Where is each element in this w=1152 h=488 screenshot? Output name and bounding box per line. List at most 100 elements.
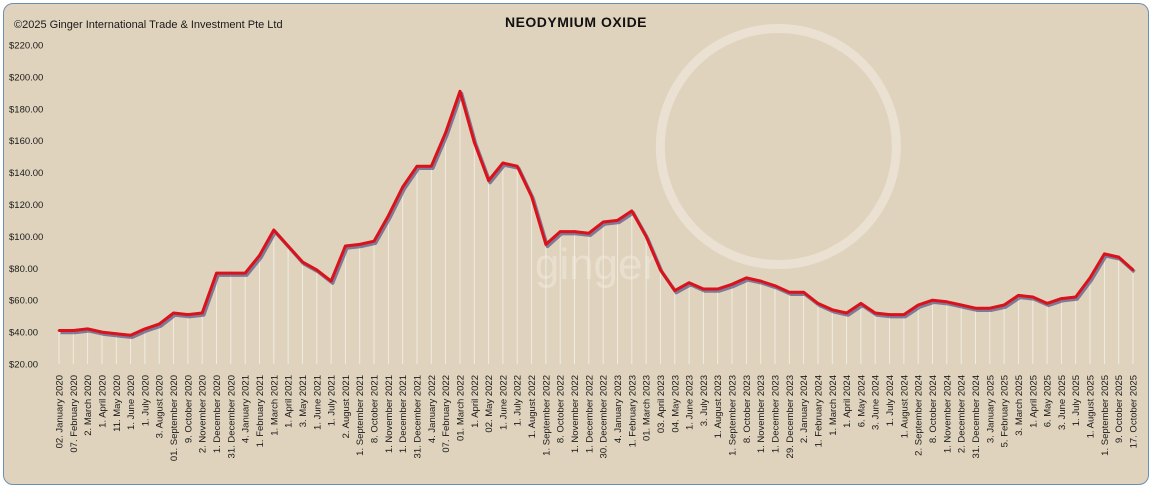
x-tick-label: 1. June 2020	[126, 375, 137, 430]
data-point	[530, 195, 533, 198]
x-tick-label: 1. March 2021	[269, 375, 280, 436]
x-tick-label: 3. March 2025	[1014, 375, 1025, 436]
y-tick-label: $100.00	[9, 232, 43, 243]
data-point	[115, 332, 118, 336]
data-point	[243, 271, 247, 275]
x-tick-label: 6. May 2025	[1043, 375, 1054, 427]
x-tick-label: 1. April 2020	[98, 375, 109, 428]
data-point	[430, 164, 433, 168]
x-tick-label: 5. February 2025	[1000, 375, 1011, 447]
x-tick-label: 1. September 2023	[728, 375, 739, 456]
x-tick-label: 1. September 2025	[1100, 375, 1111, 456]
x-tick-label: 2. August 2021	[341, 375, 352, 438]
x-tick-label: 1. November 2022	[570, 375, 581, 453]
ginger-watermark: ginger	[535, 24, 901, 289]
y-tick-label: $80.00	[9, 264, 38, 275]
data-point	[157, 322, 161, 326]
y-tick-label: $140.00	[9, 168, 43, 179]
drop-lines	[58, 91, 1134, 364]
x-tick-label: 29. December 2023	[785, 375, 796, 458]
data-point	[286, 244, 290, 248]
data-point	[845, 311, 848, 315]
x-tick-label: 1. August 2022	[527, 375, 538, 438]
data-point	[974, 306, 977, 310]
data-point	[644, 235, 648, 238]
data-point	[1117, 255, 1120, 259]
x-tick-label: 2. January 2024	[799, 375, 810, 443]
x-tick-label: 1. July 2020	[140, 375, 151, 426]
copyright-text: ©2025 Ginger International Trade & Inves…	[14, 19, 283, 31]
x-tick-label: 1. April 2021	[284, 375, 295, 428]
x-tick-label: 1. November 2024	[942, 375, 953, 453]
x-tick-label: 1. February 2021	[255, 375, 266, 447]
x-tick-label: 1. July 2025	[1071, 375, 1082, 426]
y-tick-label: $180.00	[9, 104, 43, 115]
x-tick-label: 02. May 2022	[484, 375, 495, 433]
x-tick-label: 02. January 2020	[55, 375, 66, 448]
x-tick-label: 1. July 2024	[885, 375, 896, 426]
x-tick-label: 1. November 2023	[756, 375, 767, 453]
data-point	[86, 327, 89, 331]
data-point	[959, 303, 963, 307]
x-tick-label: 1. April 2025	[1028, 375, 1039, 428]
x-tick-label: 1. August 2023	[713, 375, 724, 438]
x-tick-label: 3. August 2020	[155, 375, 166, 438]
data-point	[687, 281, 691, 285]
watermark-text: ginger	[535, 240, 657, 289]
chart-title: NEODYMIUM OXIDE	[504, 14, 648, 30]
data-point	[1045, 302, 1049, 305]
x-axis: 02. January 2020 07. February 2020 2. Marc…	[55, 375, 1140, 461]
series-line-shadow	[60, 91, 1136, 340]
x-tick-label: 3. June 2024	[871, 375, 882, 430]
data-point	[186, 313, 190, 316]
data-point	[859, 302, 863, 305]
x-tick-label: 01. March 2022	[456, 375, 467, 441]
y-tick-label: $220.00	[9, 41, 43, 52]
x-tick-label: 1. June 2023	[685, 375, 696, 430]
data-point	[172, 311, 175, 315]
x-tick-label: 1. June 2021	[312, 375, 323, 430]
data-point	[1088, 276, 1092, 280]
data-point	[358, 243, 362, 246]
data-point	[616, 219, 619, 222]
x-tick-label: 4. January 2023	[613, 375, 624, 443]
x-tick-label: 3. January 2025	[985, 375, 996, 443]
x-tick-label: 11. May 2020	[112, 375, 123, 432]
data-point	[272, 228, 276, 232]
data-point	[229, 271, 233, 275]
data-point	[57, 329, 61, 332]
data-point	[816, 302, 820, 305]
data-point	[587, 231, 591, 235]
x-tick-label: 1. June 2022	[498, 375, 509, 430]
price-series	[57, 89, 1136, 340]
x-tick-label: 01. September 2020	[169, 375, 180, 461]
data-point	[558, 230, 562, 233]
x-tick-label: 1. November 2021	[384, 375, 395, 453]
chart-panel: ©2025 Ginger International Trade & Inves…	[3, 3, 1149, 485]
x-tick-label: 2. December 2024	[957, 375, 968, 453]
x-tick-label: 2. November 2020	[198, 375, 209, 453]
data-point	[1074, 295, 1077, 299]
x-tick-label: 1. August 2024	[899, 375, 910, 438]
data-point	[129, 334, 132, 337]
x-tick-label: 1. August 2025	[1086, 375, 1097, 438]
data-point	[945, 300, 949, 304]
x-tick-label: 2. September 2024	[914, 375, 925, 456]
x-tick-label: 1. September 2021	[355, 375, 366, 456]
x-tick-label: 1. March 2024	[828, 375, 839, 436]
y-tick-label: $60.00	[9, 296, 38, 307]
x-tick-label: 3. June 2025	[1057, 375, 1068, 430]
data-point	[473, 141, 476, 144]
data-point	[100, 330, 104, 334]
data-point	[759, 279, 762, 283]
x-tick-label: 1. July 2022	[513, 375, 524, 426]
data-point	[831, 308, 834, 312]
data-point	[501, 161, 505, 165]
data-point	[72, 329, 75, 332]
data-point	[215, 271, 218, 275]
data-point	[544, 243, 548, 246]
x-tick-label: 1. April 2024	[842, 375, 853, 428]
data-point	[773, 284, 777, 288]
data-point	[745, 276, 748, 280]
x-tick-label: 31. December 2020	[226, 375, 237, 458]
